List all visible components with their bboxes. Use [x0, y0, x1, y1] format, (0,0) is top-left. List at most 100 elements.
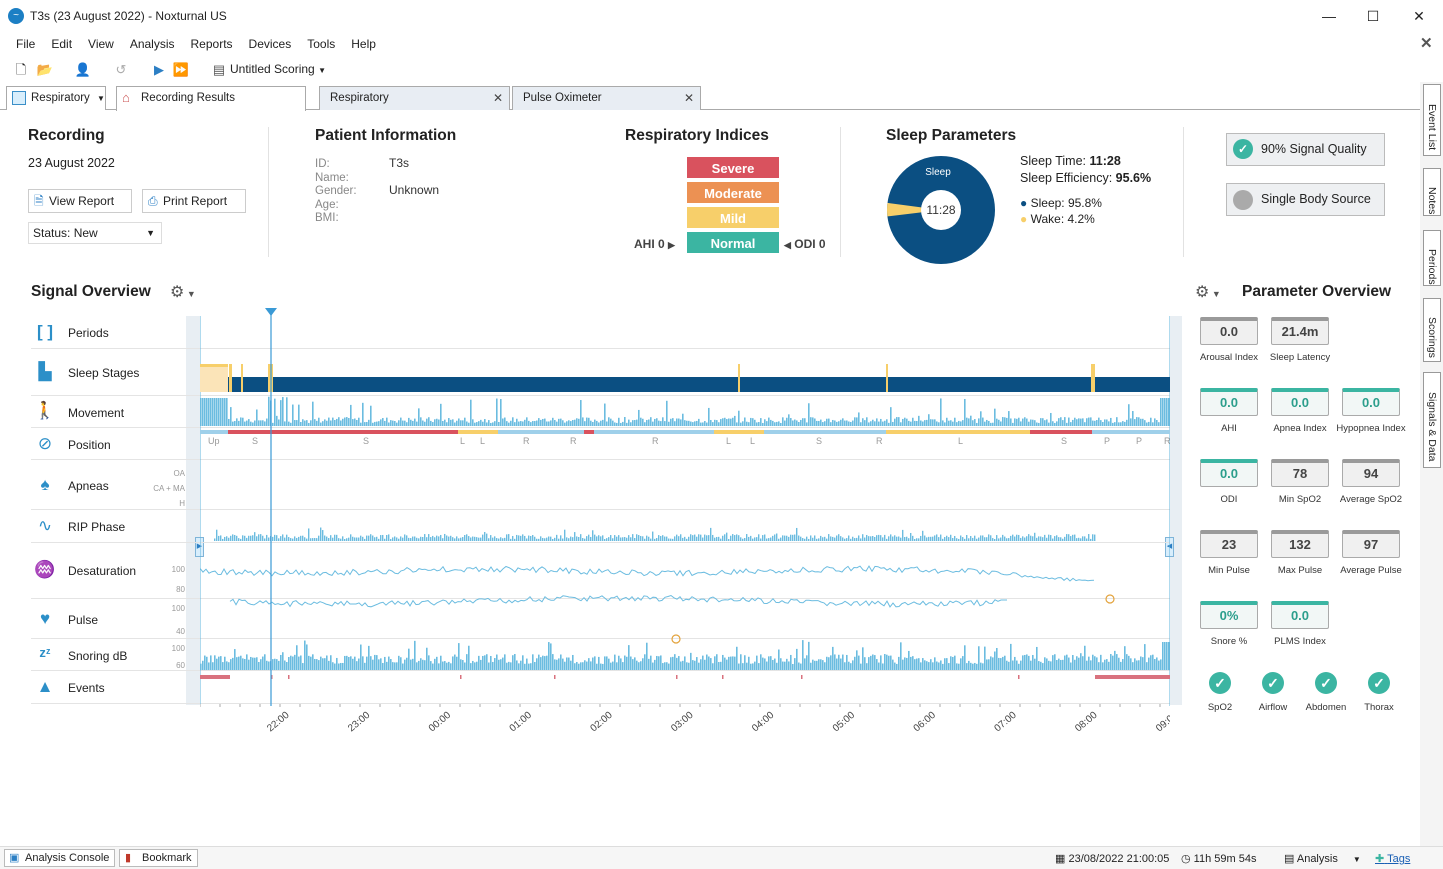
side-tab-notes[interactable]: Notes — [1423, 168, 1441, 216]
patient-icon[interactable]: 👤 — [74, 62, 92, 77]
sleep-stages-label[interactable]: Sleep Stages — [68, 366, 140, 380]
movement-bar — [772, 420, 774, 426]
param-value-odi[interactable]: 0.0 — [1200, 459, 1258, 487]
tab-respiratory[interactable]: Respiratory ✕ — [319, 86, 510, 110]
periods-label[interactable]: Periods — [68, 326, 109, 340]
movement-bar — [900, 422, 902, 426]
param-value-snore-[interactable]: 0% — [1200, 601, 1258, 629]
menu-devices[interactable]: Devices — [248, 37, 292, 51]
tab-pulse-oximeter[interactable]: Pulse Oximeter ✕ — [512, 86, 701, 110]
position-label: L — [480, 436, 485, 446]
signal-overview-plot[interactable]: Up S S L L R R R L L S R L S P P R 22:00 23:00 00:00 01:00 0… — [200, 306, 1170, 746]
close-icon[interactable]: ✕ — [492, 91, 503, 105]
snore-bar — [416, 662, 418, 670]
minimize-button[interactable]: — — [1322, 8, 1336, 24]
param-value-min-pulse[interactable]: 23 — [1200, 530, 1258, 558]
close-icon[interactable]: ✕ — [683, 91, 694, 105]
rip-bar — [378, 538, 380, 541]
rip-bar — [662, 535, 664, 541]
snore-bar — [752, 663, 754, 670]
analysis-dropdown[interactable]: ▤ Analysis ▼ — [1284, 852, 1361, 865]
side-tab-periods[interactable]: Periods — [1423, 230, 1441, 286]
side-tab-signals-data[interactable]: Signals & Data — [1423, 372, 1441, 468]
tab-recording-results[interactable]: ⌂ Recording Results — [116, 86, 306, 111]
snore-bar — [236, 657, 238, 670]
snore-bar — [494, 658, 496, 670]
menu-edit[interactable]: Edit — [51, 37, 73, 51]
tab-respiratory-selector[interactable]: Respiratory ▼ — [6, 86, 106, 110]
movement-bar — [1154, 418, 1156, 426]
view-report-button[interactable]: 🗎 View Report — [28, 189, 132, 213]
param-value-sleep-latency[interactable]: 21.4m — [1271, 317, 1329, 345]
menu-help[interactable]: Help — [351, 37, 376, 51]
status-dropdown[interactable]: Status: New ▼ — [28, 222, 162, 244]
play-icon[interactable]: ▶ — [154, 62, 164, 77]
menu-view[interactable]: View — [88, 37, 114, 51]
rip-bar — [460, 537, 462, 541]
param-value-apnea-index[interactable]: 0.0 — [1271, 388, 1329, 416]
close-button[interactable]: ✕ — [1413, 8, 1425, 24]
rip-bar — [620, 537, 622, 541]
events-label[interactable]: Events — [68, 681, 105, 695]
param-value-max-pulse[interactable]: 132 — [1271, 530, 1329, 558]
snore-bar — [1080, 653, 1082, 670]
analysis-console-button[interactable]: ▣ Analysis Console — [4, 849, 116, 867]
rip-bar — [606, 538, 608, 541]
rip-bar — [438, 536, 440, 541]
menu-analysis[interactable]: Analysis — [129, 37, 175, 51]
menu-tools[interactable]: Tools — [307, 37, 336, 51]
undo-icon[interactable]: ↺ — [115, 62, 127, 77]
movement-bar — [1122, 421, 1124, 426]
rip-bar — [562, 538, 564, 541]
bookmark-icon: ▮ — [125, 852, 132, 864]
print-report-button[interactable]: ⎙ Print Report — [142, 189, 246, 213]
movement-bar — [262, 420, 264, 426]
parameter-settings-gear-icon[interactable]: ⚙ ▼ — [1195, 284, 1221, 301]
position-label[interactable]: Position — [68, 438, 111, 452]
rip-bar — [714, 537, 716, 541]
row-apneas — [31, 460, 1170, 510]
snore-bar — [1112, 655, 1114, 670]
rip-bar — [246, 537, 248, 541]
side-tab-scorings[interactable]: Scorings — [1423, 298, 1441, 362]
menu-reports[interactable]: Reports — [190, 37, 233, 51]
param-value-hypopnea-index[interactable]: 0.0 — [1342, 388, 1400, 416]
desaturation-label[interactable]: Desaturation — [68, 564, 137, 578]
new-file-icon[interactable]: 🗋 — [15, 62, 27, 77]
param-value-average-spo2[interactable]: 94 — [1342, 459, 1400, 487]
signal-settings-gear-icon[interactable]: ⚙ ▼ — [170, 284, 196, 301]
close-document-icon[interactable]: ✕ — [1420, 35, 1433, 52]
rip-phase-label[interactable]: RIP Phase — [68, 520, 126, 534]
param-value-average-pulse[interactable]: 97 — [1342, 530, 1400, 558]
scoring-selector[interactable]: Untitled Scoring ▼ — [230, 62, 326, 76]
param-value-min-spo2[interactable]: 78 — [1271, 459, 1329, 487]
rip-bar — [282, 534, 284, 541]
maximize-button[interactable]: ☐ — [1366, 8, 1380, 24]
snore-bar — [656, 655, 658, 670]
side-tab-event-list[interactable]: Event List — [1423, 84, 1441, 156]
param-value-arousal-index[interactable]: 0.0 — [1200, 317, 1258, 345]
cursor-handle-icon[interactable] — [265, 308, 277, 316]
menu-file[interactable]: File — [16, 37, 36, 51]
snore-bar — [620, 658, 622, 670]
rip-bar — [292, 538, 294, 541]
signal-quality-button[interactable]: ✓ 90% Signal Quality — [1226, 133, 1385, 166]
param-value-plms-index[interactable]: 0.0 — [1271, 601, 1329, 629]
single-body-source-button[interactable]: Single Body Source — [1226, 183, 1385, 216]
movement-bar — [636, 419, 638, 426]
param-value-ahi[interactable]: 0.0 — [1200, 388, 1258, 416]
movement-bar — [504, 417, 506, 426]
rip-bar — [338, 538, 340, 541]
tags-link[interactable]: ✚ Tags — [1375, 852, 1410, 865]
fast-forward-icon[interactable]: ⏩ — [172, 62, 190, 77]
rip-bar — [510, 538, 512, 541]
movement-label[interactable]: Movement — [68, 406, 125, 420]
apneas-label[interactable]: Apneas — [68, 479, 109, 493]
pulse-label[interactable]: Pulse — [68, 613, 99, 627]
snoring-label[interactable]: Snoring dB — [68, 649, 128, 663]
open-folder-icon[interactable]: 📂 — [36, 62, 54, 77]
movement-bar — [848, 421, 850, 426]
rip-bar — [802, 538, 804, 541]
rip-bar — [386, 535, 388, 541]
bookmark-button[interactable]: ▮ Bookmark — [119, 849, 198, 867]
